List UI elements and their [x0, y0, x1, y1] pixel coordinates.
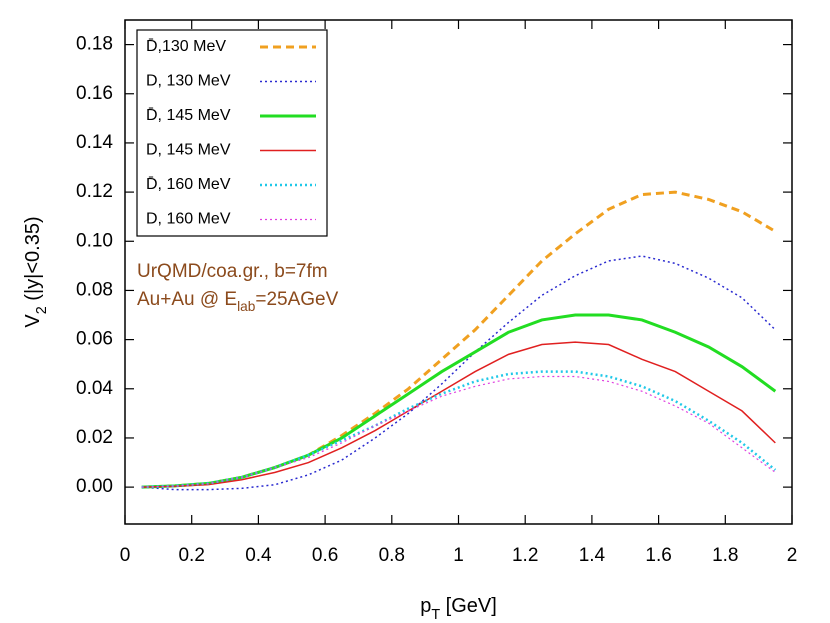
- x-axis-label-part: T: [431, 607, 440, 623]
- x-tick-label: 1.8: [712, 545, 738, 566]
- legend-label: D̄,130 MeV: [146, 38, 226, 55]
- x-tick-label: 0.4: [245, 545, 272, 566]
- y-tick-label: 0.00: [76, 476, 113, 497]
- legend-label: D, 130 MeV: [146, 73, 231, 90]
- y-tick-label: 0.08: [76, 279, 113, 300]
- annotation-part: lab: [237, 299, 256, 314]
- y-tick-label: 0.04: [76, 378, 113, 399]
- x-axis-label: pT [GeV]: [420, 595, 497, 623]
- x-tick-label: 0.6: [312, 545, 338, 566]
- y-tick-label: 0.18: [76, 34, 113, 55]
- series-line: [141, 313, 777, 489]
- x-axis-label-part: p: [420, 595, 431, 617]
- x-tick-label: 1.4: [579, 545, 606, 566]
- legend-label: D, 145 MeV: [146, 142, 231, 159]
- annotation: UrQMD/coa.gr., b=7fm: [137, 261, 328, 282]
- x-tick-label: 0.2: [178, 545, 204, 566]
- y-axis-label-part: V: [22, 314, 44, 328]
- y-tick-label: 0.02: [76, 427, 113, 448]
- legend-box: [136, 29, 328, 237]
- x-tick-label: 1: [453, 545, 464, 566]
- x-tick-label: 0: [120, 545, 131, 566]
- legend-label: D̄, 160 MeV: [146, 176, 231, 193]
- y-axis-label-part: (|y|<0.35): [22, 216, 44, 306]
- y-tick-label: 0.06: [76, 329, 113, 350]
- y-tick-label: 0.14: [76, 132, 113, 153]
- annotation-part: Au+Au @ E: [137, 289, 237, 310]
- series-line: [141, 341, 776, 488]
- legend-label: D, 160 MeV: [146, 211, 231, 228]
- series-line: [141, 370, 777, 489]
- y-tick-label: 0.16: [76, 83, 113, 104]
- y-tick-label: 0.12: [76, 181, 113, 202]
- annotation-part: =25AGeV: [255, 289, 338, 310]
- series-line: [141, 375, 776, 488]
- x-axis-label-part: [GeV]: [440, 595, 497, 617]
- annotation-part: UrQMD/coa.gr., b=7fm: [137, 261, 328, 282]
- y-axis-label: V2 (|y|<0.35): [22, 216, 50, 327]
- x-tick-label: 1.6: [645, 545, 671, 566]
- x-tick-label: 0.8: [379, 545, 405, 566]
- x-tick-label: 1.2: [512, 545, 538, 566]
- x-tick-label: 2: [787, 545, 798, 566]
- series-line: [141, 255, 776, 491]
- y-axis-label-part: 2: [34, 306, 50, 314]
- annotation: Au+Au @ Elab=25AGeV: [137, 289, 339, 314]
- legend-label: D̄, 145 MeV: [146, 107, 231, 124]
- y-tick-label: 0.10: [76, 230, 113, 251]
